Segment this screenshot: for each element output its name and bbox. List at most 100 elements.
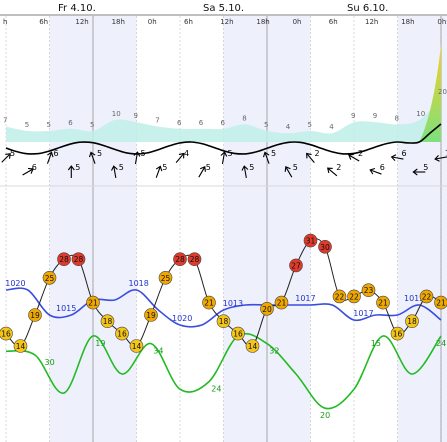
temperature-point (390, 326, 405, 341)
temperature-label: 16 (1, 330, 11, 339)
wave-label: 9 (373, 112, 377, 120)
wind-arrow (327, 167, 338, 177)
wind-label: 5 (423, 163, 428, 172)
wave-label: 6 (199, 119, 204, 127)
humidity-line (5, 332, 442, 410)
hour-label: 18h (401, 18, 414, 26)
wave-rise (419, 44, 441, 142)
wave-panel: 7 5 5 6 5 10 9 7 6 6 6 8 5 4 5 4 9 9 8 10 20 (3, 44, 447, 142)
temperature-point (100, 314, 115, 329)
temperature-label: 16 (393, 330, 403, 339)
pressure-label: 1017 (353, 309, 373, 318)
wind-label: 5 (293, 163, 298, 172)
wind-arrow-head (369, 167, 376, 175)
temperature-point (231, 326, 245, 341)
temperature-label: 28 (190, 255, 200, 264)
wind-arrow-head (199, 166, 206, 172)
wind-arrow-head (262, 151, 270, 158)
wave-label: 8 (242, 114, 246, 122)
wind-arrow-head (5, 153, 11, 159)
hour-label: 0h (437, 18, 446, 26)
wind-arrow (369, 167, 382, 175)
wind-arrow (22, 167, 34, 176)
wind-label: 7 (445, 149, 447, 158)
humidity-label: 34 (153, 347, 163, 356)
wave-label: 4 (286, 123, 291, 131)
wind-label: 4 (184, 149, 189, 158)
hour-label: 6h (39, 18, 48, 26)
wind-guide-line (5, 123, 442, 155)
temperature-label: 31 (306, 237, 316, 246)
temperature-point (144, 308, 158, 322)
wind-arrow (111, 165, 118, 179)
wind-arrow-head (390, 154, 397, 161)
temperature-label: 21 (204, 299, 214, 308)
pressure-label: 1015 (56, 304, 76, 313)
humidity-label: 30 (45, 358, 55, 367)
temperature-point (347, 289, 361, 304)
wind-arrow-head (155, 165, 163, 172)
wind-arrow (155, 165, 163, 178)
temperature-point (129, 339, 144, 353)
temperature-label: 27 (291, 261, 301, 270)
temperature-label: 21 (88, 299, 98, 308)
wind-arrow-head (284, 166, 291, 172)
wind-arrow-shaft (22, 169, 33, 176)
wind-arrow (67, 165, 75, 178)
wind-arrow-head (241, 165, 249, 171)
wave-label: 9 (351, 112, 355, 120)
wind-arrow-head (412, 168, 418, 176)
wind-arrow (412, 168, 426, 176)
hour-label: 6h (184, 18, 193, 26)
wind-arrow-shaft (113, 166, 117, 179)
temperature-label: 19 (146, 311, 156, 320)
temperature-label: 20 (262, 305, 272, 314)
humidity-label: 20 (320, 411, 330, 420)
wind-arrow (390, 154, 404, 161)
pressure-label: 1020 (5, 279, 25, 288)
wave-label: 20 (438, 88, 447, 96)
temperature-point (71, 252, 86, 267)
temperature-point (260, 301, 274, 316)
wind-label: 5 (162, 163, 167, 172)
temperature-label: 14 (132, 342, 142, 351)
wind-arrow-shaft (134, 152, 138, 165)
wind-label: 5 (228, 149, 233, 158)
temperature-label: 21 (277, 299, 287, 308)
temperature-point (187, 252, 202, 267)
humidity-label: 24 (436, 339, 446, 348)
temperature-point (376, 295, 390, 310)
temperature-label: 21 (378, 299, 388, 308)
wind-arrow-shaft (370, 169, 382, 175)
wind-label: 5 (271, 149, 276, 158)
wind-arrow-shaft (306, 153, 315, 163)
temperature-label: 14 (16, 342, 26, 351)
wind-arrow (46, 151, 54, 164)
temperature-point (28, 308, 42, 322)
wind-arrow-head (327, 167, 333, 174)
wind-arrow (1, 153, 11, 163)
wind-arrow (284, 166, 293, 178)
wind-arrow-shaft (435, 156, 447, 160)
wind-panel: 5 6 6 5 5 5 5 5 4 5 5 5 5 5 2 2 2 6 6 5 7 (1, 123, 447, 179)
wind-arrow-shaft (175, 153, 184, 163)
hour-label: 0h (148, 18, 157, 26)
temperature-point (289, 258, 303, 273)
wave-label: 5 (25, 121, 29, 129)
wind-arrow (198, 166, 206, 178)
temperature-point (202, 295, 216, 310)
wind-arrow (241, 165, 249, 179)
wind-label: 5 (141, 149, 146, 158)
temperature-label: 28 (175, 255, 185, 264)
temperature-label: 21 (436, 299, 446, 308)
temperature-point (0, 326, 13, 341)
pressure-label: 1015 (404, 294, 424, 303)
temperature-label: 22 (349, 292, 359, 301)
temperature-point (405, 314, 419, 329)
hour-label: 12h (220, 18, 233, 26)
temperature-point (332, 289, 347, 304)
temperature-point (274, 295, 289, 310)
wind-arrow-shaft (392, 156, 404, 160)
wind-arrow-shaft (285, 167, 293, 178)
